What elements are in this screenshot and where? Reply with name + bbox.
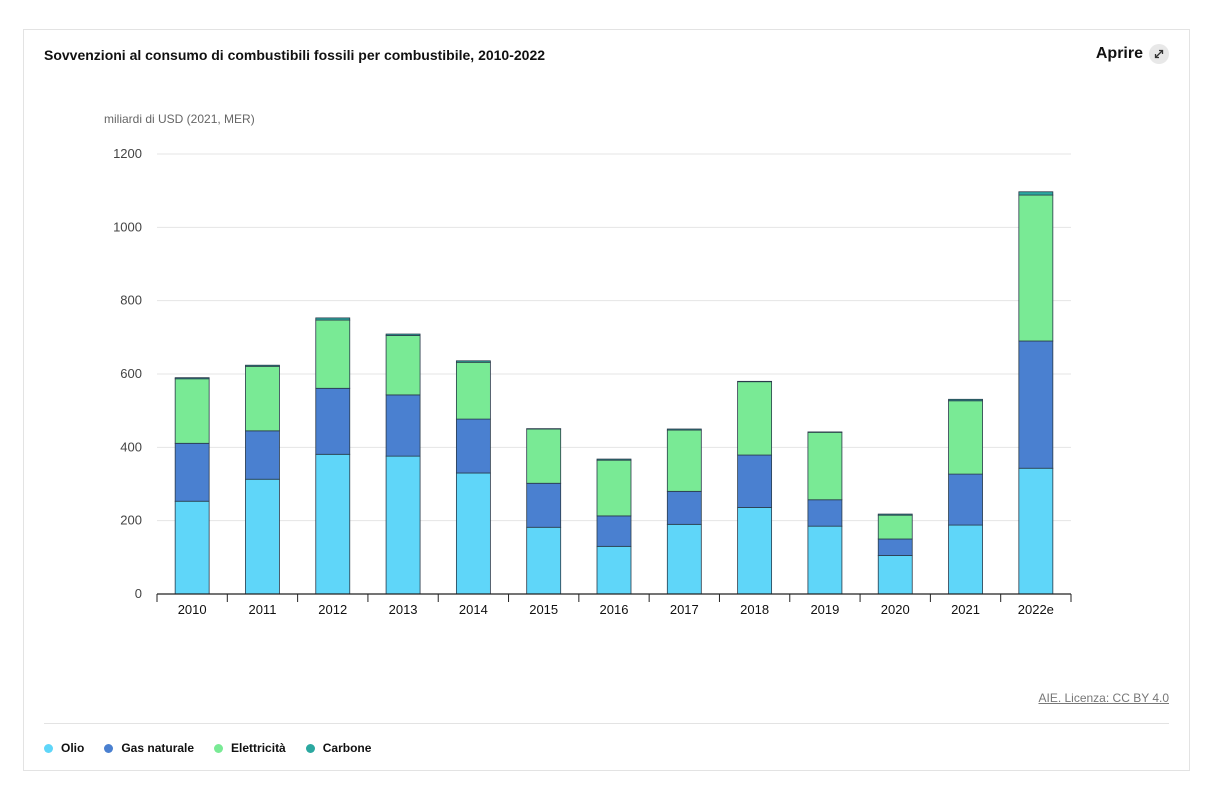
bar-segment (1018, 340, 1054, 469)
legend-item[interactable]: Gas naturale (104, 741, 194, 755)
bar-segment (245, 365, 280, 432)
bar-segment (948, 400, 983, 475)
bar-segment (666, 490, 702, 525)
x-tick-label: 2021 (951, 602, 980, 617)
bar-segment (877, 513, 913, 516)
x-tick-label: 2016 (600, 602, 629, 617)
chart-title: Sovvenzioni al consumo di combustibili f… (44, 47, 546, 63)
x-tick-label: 2022e (1018, 602, 1054, 617)
legend-item[interactable]: Olio (44, 741, 84, 755)
y-axis-label: miliardi di USD (2021, MER) (104, 112, 255, 126)
bar-segment (596, 545, 632, 595)
bar-segment (245, 430, 280, 480)
x-tick-label: 2019 (810, 602, 839, 617)
legend-label: Carbone (322, 741, 372, 755)
expand-arrows-icon (1149, 44, 1169, 64)
legend-item[interactable]: Carbone (305, 741, 372, 755)
y-tick-label: 0 (135, 586, 142, 601)
bar-segment (455, 361, 491, 420)
bar-segment (737, 507, 773, 595)
bar-segment (385, 333, 421, 336)
bar-segment (596, 459, 632, 517)
bar-segment (245, 478, 280, 595)
bar-segment (455, 360, 491, 363)
bar-segment (315, 319, 351, 389)
bar-segment (174, 378, 210, 444)
bar-segment (1018, 467, 1054, 595)
bar-segment (737, 454, 773, 508)
y-tick-label: 400 (120, 439, 142, 454)
bar-segment (948, 398, 983, 402)
legend-divider (44, 723, 1169, 724)
y-tick-label: 600 (120, 366, 142, 381)
legend-swatch (104, 743, 114, 753)
stacked-bar-chart: miliardi di USD (2021, MER) 0 200 400 600 80… (104, 112, 1072, 617)
bar-segment (666, 428, 702, 431)
chart-card: Sovvenzioni al consumo di combustibili f… (23, 29, 1190, 771)
y-tick-label: 1200 (113, 146, 142, 161)
legend: Olio Gas naturale Elettricità Carbone (44, 741, 371, 755)
legend-swatch (214, 743, 224, 753)
legend-label: Gas naturale (121, 741, 195, 755)
bar-segment (385, 335, 421, 396)
legend-item[interactable]: Elettricità (214, 741, 286, 755)
open-label: Aprire (1095, 45, 1143, 62)
bar-segment (666, 429, 702, 492)
x-tick-label: 2014 (459, 602, 488, 617)
x-tick-label: 2012 (318, 602, 347, 617)
bar-segment (455, 418, 491, 474)
y-tick-label: 800 (120, 293, 142, 308)
bar-segment (1018, 194, 1054, 342)
bar-segment (1018, 191, 1054, 196)
bar-segment (948, 473, 983, 526)
bar-segment (526, 482, 562, 528)
bar-segment (877, 555, 913, 595)
bar-segment (807, 525, 843, 595)
bar-segment (174, 500, 210, 595)
bar-segment (877, 538, 913, 556)
x-tick-label: 2020 (881, 602, 910, 617)
x-tick-label: 2010 (178, 602, 207, 617)
bar-segment (877, 514, 913, 540)
y-tick-label: 200 (120, 513, 142, 528)
x-tick-label: 2018 (740, 602, 769, 617)
legend-label: Olio (61, 741, 85, 755)
x-tick-label: 2015 (529, 602, 558, 617)
legend-swatch (44, 743, 53, 753)
source-link[interactable]: AIE. Licenza: CC BY 4.0 (1038, 691, 1169, 705)
bar-segment (315, 453, 351, 595)
bar-segment (596, 458, 632, 461)
bar-segment (174, 377, 210, 380)
bar-segment (385, 455, 421, 595)
bar-segment (737, 381, 773, 456)
bar-segment (455, 472, 491, 595)
bar-segment (596, 515, 632, 547)
bar-segment (807, 499, 843, 527)
bar-segment (526, 526, 562, 595)
legend-label: Elettricità (231, 741, 286, 755)
x-tick-label: 2011 (248, 602, 276, 617)
bar-segment (948, 524, 983, 595)
bar-segment (174, 442, 210, 502)
open-button[interactable]: Aprire (1096, 44, 1169, 64)
bar-segment (526, 428, 562, 484)
bar-segment (315, 387, 351, 455)
x-tick-label: 2013 (389, 602, 418, 617)
legend-swatch (305, 743, 315, 753)
bar-segment (315, 317, 351, 321)
bar-segment (807, 431, 843, 501)
bar-segment (385, 394, 421, 457)
x-tick-label: 2017 (670, 602, 699, 617)
bar-segment (245, 364, 280, 367)
y-tick-label: 1000 (113, 219, 142, 234)
bar-segment (666, 523, 702, 595)
